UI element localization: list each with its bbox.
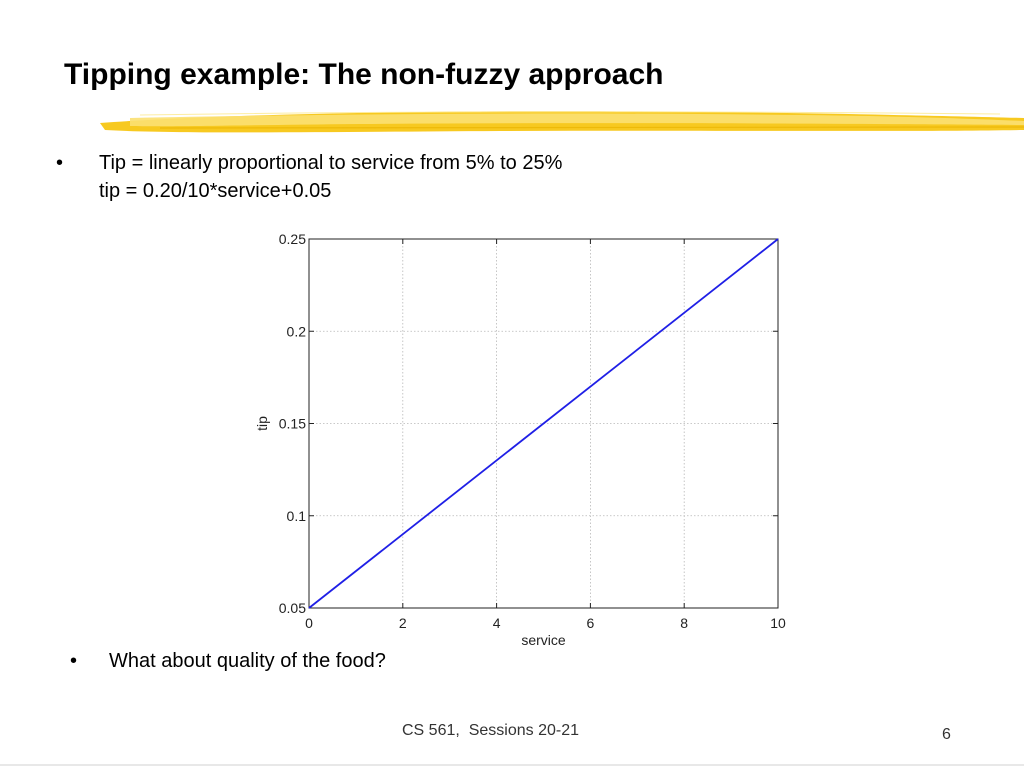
bullet-text-line-1: Tip = linearly proportional to service f… — [99, 152, 563, 174]
x-tick-label: 10 — [770, 615, 786, 631]
x-tick-label: 6 — [587, 615, 595, 631]
y-tick-label: 0.1 — [287, 508, 307, 524]
y-tick-label: 0.25 — [279, 231, 306, 247]
x-tick-label: 4 — [493, 615, 501, 631]
slide-title: Tipping example: The non-fuzzy approach — [64, 58, 664, 91]
series-line — [308, 238, 779, 609]
x-tick-label: 2 — [399, 615, 407, 631]
x-tick-label: 0 — [305, 615, 313, 631]
x-axis-label: service — [521, 632, 566, 648]
y-tick-label: 0.15 — [279, 416, 306, 432]
tip-vs-service-chart: 0 2 4 6 8 10 0.05 0.1 0.15 0.2 0.25 service tip — [250, 225, 810, 660]
bullet-marker: • — [70, 650, 78, 672]
y-axis-label: tip — [254, 416, 270, 431]
y-tick-label: 0.2 — [287, 323, 307, 339]
chart-svg: 0 2 4 6 8 10 0.05 0.1 0.15 0.2 0.25 service tip — [254, 231, 786, 648]
footer-course-label: CS 561, Sessions 20-21 — [402, 722, 579, 739]
bullet-marker: • — [56, 152, 64, 174]
title-underline-highlight — [100, 111, 1024, 133]
footer-divider — [0, 764, 1024, 766]
page-number: 6 — [942, 726, 951, 743]
bullet-text-line-2: tip = 0.20/10*service+0.05 — [99, 180, 332, 202]
y-tick-label: 0.05 — [279, 600, 306, 616]
bullet-text-food-quality: What about quality of the food? — [109, 650, 386, 672]
x-tick-label: 8 — [680, 615, 688, 631]
